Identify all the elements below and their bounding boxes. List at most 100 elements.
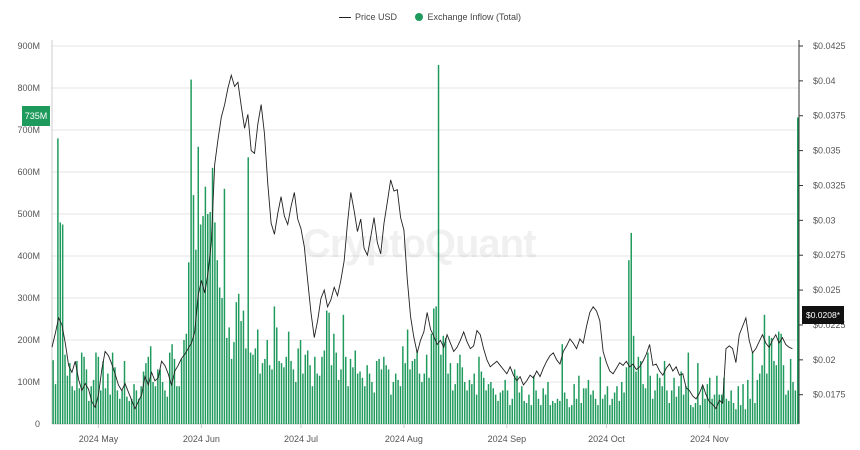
inflow-bar xyxy=(245,348,247,424)
inflow-bar xyxy=(278,361,280,424)
inflow-bar xyxy=(442,335,445,424)
inflow-bar xyxy=(73,390,76,424)
inflow-bar xyxy=(644,388,647,424)
inflow-bar xyxy=(340,369,342,424)
inflow-bar xyxy=(449,363,452,424)
inflow-bar xyxy=(597,405,599,424)
y-left-tick-label: 900M xyxy=(17,41,40,51)
inflow-bar xyxy=(487,384,490,424)
current-price-badge: $0.0208* xyxy=(802,306,844,324)
inflow-bar xyxy=(140,386,142,424)
inflow-bar xyxy=(223,188,226,424)
inflow-bar xyxy=(742,384,744,424)
inflow-bar xyxy=(513,369,516,424)
inflow-bar xyxy=(483,377,485,424)
inflow-bar xyxy=(335,352,337,424)
inflow-bar xyxy=(311,386,314,424)
inflow-bar xyxy=(154,386,157,424)
inflow-bar xyxy=(83,356,85,424)
inflow-bar xyxy=(789,358,792,424)
inflow-bar xyxy=(264,358,266,424)
inflow-bar xyxy=(640,361,642,424)
inflow-bar xyxy=(183,340,185,424)
inflow-bar xyxy=(268,365,271,424)
inflow-bar xyxy=(540,405,542,424)
inflow-bar xyxy=(452,390,454,424)
inflow-bar xyxy=(685,386,687,424)
inflow-bar xyxy=(711,398,713,424)
inflow-bar xyxy=(216,260,219,424)
inflow-bar xyxy=(204,186,207,424)
legend-item-price[interactable]: Price USD xyxy=(338,12,397,22)
y-right-tick-label: $0.0225 xyxy=(813,320,846,330)
inflow-bar xyxy=(475,394,478,424)
inflow-bar xyxy=(628,260,630,424)
inflow-bar xyxy=(701,386,704,424)
y-right-tick-label: $0.0375 xyxy=(813,111,846,121)
inflow-bar xyxy=(302,373,304,424)
inflow-bar xyxy=(359,371,361,424)
y-right-tick-label: $0.025 xyxy=(813,285,841,295)
inflow-bar xyxy=(402,346,404,424)
inflow-bar xyxy=(409,369,411,424)
inflow-bar xyxy=(356,373,359,424)
inflow-bar xyxy=(304,354,307,424)
inflow-bar xyxy=(647,352,649,424)
inflow-bar xyxy=(568,407,571,424)
inflow-bar xyxy=(418,373,421,424)
inflow-bar xyxy=(785,394,787,424)
y-left-tick-label: 700M xyxy=(17,125,40,135)
inflow-bar xyxy=(459,354,461,424)
inflow-bar xyxy=(630,232,632,424)
inflow-bar xyxy=(682,394,685,424)
inflow-bar xyxy=(252,354,254,424)
inflow-bar xyxy=(202,216,204,424)
x-tick-label: 2024 May xyxy=(79,434,119,444)
inflow-bar xyxy=(773,361,775,424)
inflow-bar xyxy=(180,358,183,424)
inflow-bar xyxy=(433,308,435,424)
inflow-bar xyxy=(692,407,694,424)
inflow-bar xyxy=(775,365,778,424)
inflow-bar xyxy=(121,390,123,424)
inflow-bar xyxy=(259,373,261,424)
inflow-bar xyxy=(447,373,449,424)
inflow-bar xyxy=(604,394,606,424)
inflow-bar xyxy=(368,373,371,424)
inflow-bar xyxy=(347,386,349,424)
inflow-bar xyxy=(285,356,288,424)
inflow-bar xyxy=(387,369,390,424)
inflow-bar xyxy=(309,365,311,424)
inflow-bar xyxy=(364,386,366,424)
inflow-bar xyxy=(195,249,197,424)
inflow-bar xyxy=(468,379,471,424)
inflow-bar xyxy=(635,371,637,424)
y-left-tick-label: 500M xyxy=(17,209,40,219)
inflow-bar xyxy=(247,157,249,425)
inflow-bar xyxy=(221,298,223,424)
inflow-bar xyxy=(173,358,176,424)
inflow-bar xyxy=(209,211,211,424)
inflow-bar xyxy=(273,306,276,424)
inflow-bar xyxy=(85,369,88,424)
inflow-bar xyxy=(390,394,392,424)
inflow-bar xyxy=(333,333,335,424)
inflow-bar xyxy=(763,314,766,424)
inflow-bar xyxy=(490,382,492,424)
inflow-bar xyxy=(161,382,164,424)
inflow-bar xyxy=(511,398,514,424)
inflow-bar xyxy=(792,382,794,424)
inflow-bar xyxy=(758,373,761,424)
inflow-bar xyxy=(732,403,735,424)
inflow-bar xyxy=(668,403,671,424)
inflow-bar xyxy=(57,138,59,424)
legend-item-inflow[interactable]: Exchange Inflow (Total) xyxy=(415,12,521,22)
inflow-bar xyxy=(425,354,428,424)
inflow-bar xyxy=(406,329,409,424)
inflow-bar xyxy=(61,224,64,424)
inflow-bar xyxy=(88,400,90,424)
inflow-bar xyxy=(330,365,333,424)
inflow-bar xyxy=(537,398,540,424)
inflow-bar xyxy=(694,403,697,424)
